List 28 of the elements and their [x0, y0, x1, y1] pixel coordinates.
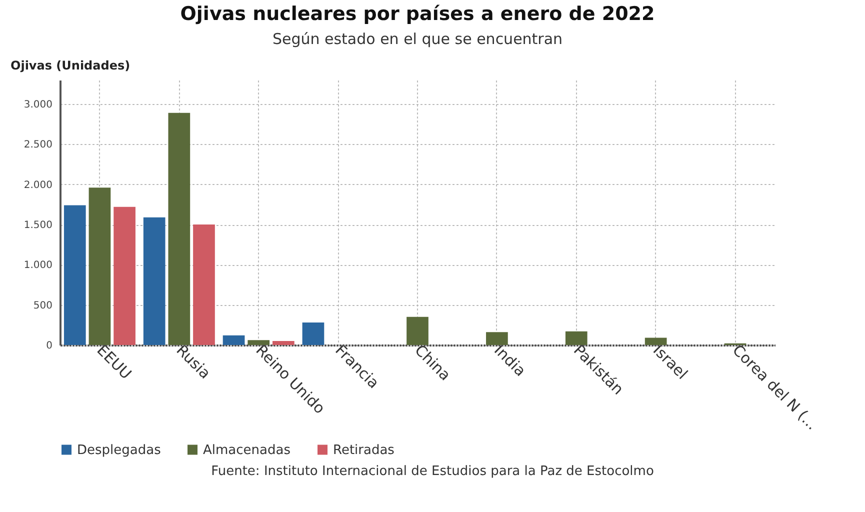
y-tick-label: 500 — [33, 300, 52, 312]
legend-label: Desplegadas — [77, 442, 162, 458]
bar — [222, 335, 245, 345]
y-axis-title: Ojivas (Unidades) — [10, 58, 130, 72]
bar — [64, 205, 86, 345]
bar — [486, 332, 508, 345]
bar — [565, 331, 588, 345]
y-tick-label: 2.000 — [24, 180, 52, 191]
bar — [302, 322, 324, 345]
bar — [248, 340, 270, 345]
bar — [114, 206, 136, 345]
y-tick-label: 1.500 — [24, 220, 52, 232]
bar — [143, 217, 166, 345]
bar — [406, 316, 428, 345]
legend-label: Almacenadas — [203, 442, 291, 458]
y-tick-label: 0 — [46, 340, 52, 352]
y-tick-label: 1.000 — [24, 260, 52, 272]
bar — [193, 224, 215, 345]
bar — [644, 338, 667, 345]
bar — [168, 112, 190, 345]
bar — [272, 340, 294, 345]
chart-subtitle: Según estado en el que se encuentran — [272, 30, 563, 48]
y-tick-label: 2.500 — [24, 140, 52, 151]
source-note: Fuente: Instituto Internacional de Estudios para la Paz de Estocolmo — [210, 464, 655, 479]
bar — [88, 188, 111, 345]
y-tick-label: 3.000 — [24, 100, 52, 111]
chart-title: Ojivas nucleares por países a enero de 2022 — [180, 3, 655, 25]
legend-label: Retiradas — [333, 442, 395, 458]
